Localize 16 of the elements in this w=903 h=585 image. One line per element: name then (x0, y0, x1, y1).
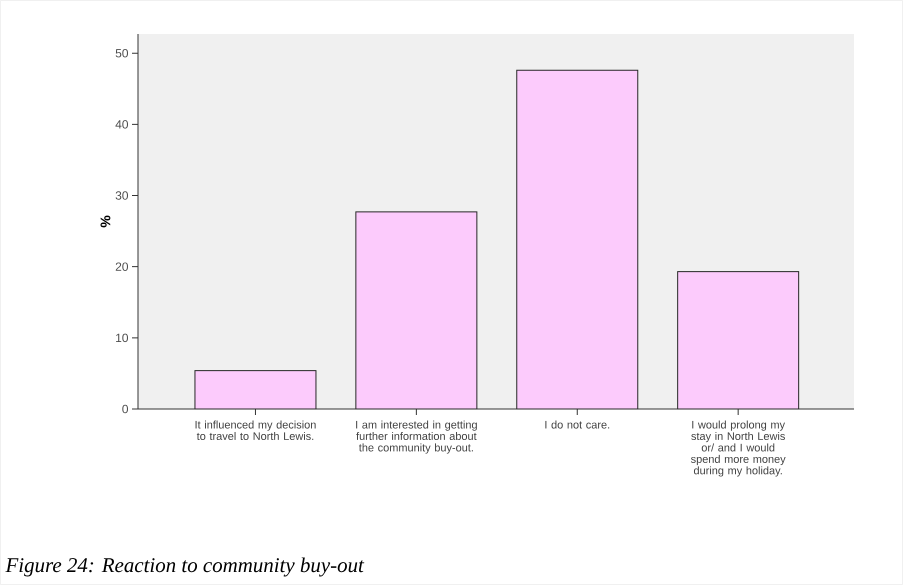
y-axis-title: % (100, 216, 110, 228)
x-tick-label: I would prolong my stay in North Lewis or/ and I would spend more money during my holiday. (690, 420, 786, 477)
y-tick-label: 0 (122, 404, 128, 414)
caption: Figure 24: Reaction to community buy-out (5, 557, 364, 577)
y-tick-label: 50 (116, 48, 128, 58)
bar (516, 70, 638, 410)
bar (677, 271, 800, 410)
y-tick-label: 20 (116, 262, 128, 271)
y-tick-label: 30 (116, 191, 128, 200)
x-tick-label: I am interested in getting further information about the community buy-out. (356, 420, 477, 454)
y-tick-label: 10 (116, 334, 128, 342)
x-tick-label: It influenced my decision to travel to North Lewis. (196, 420, 316, 440)
x-tick-label: I do not care. (545, 420, 610, 429)
y-tick-label: 40 (115, 120, 128, 129)
bar (355, 211, 478, 410)
bar (194, 370, 316, 410)
